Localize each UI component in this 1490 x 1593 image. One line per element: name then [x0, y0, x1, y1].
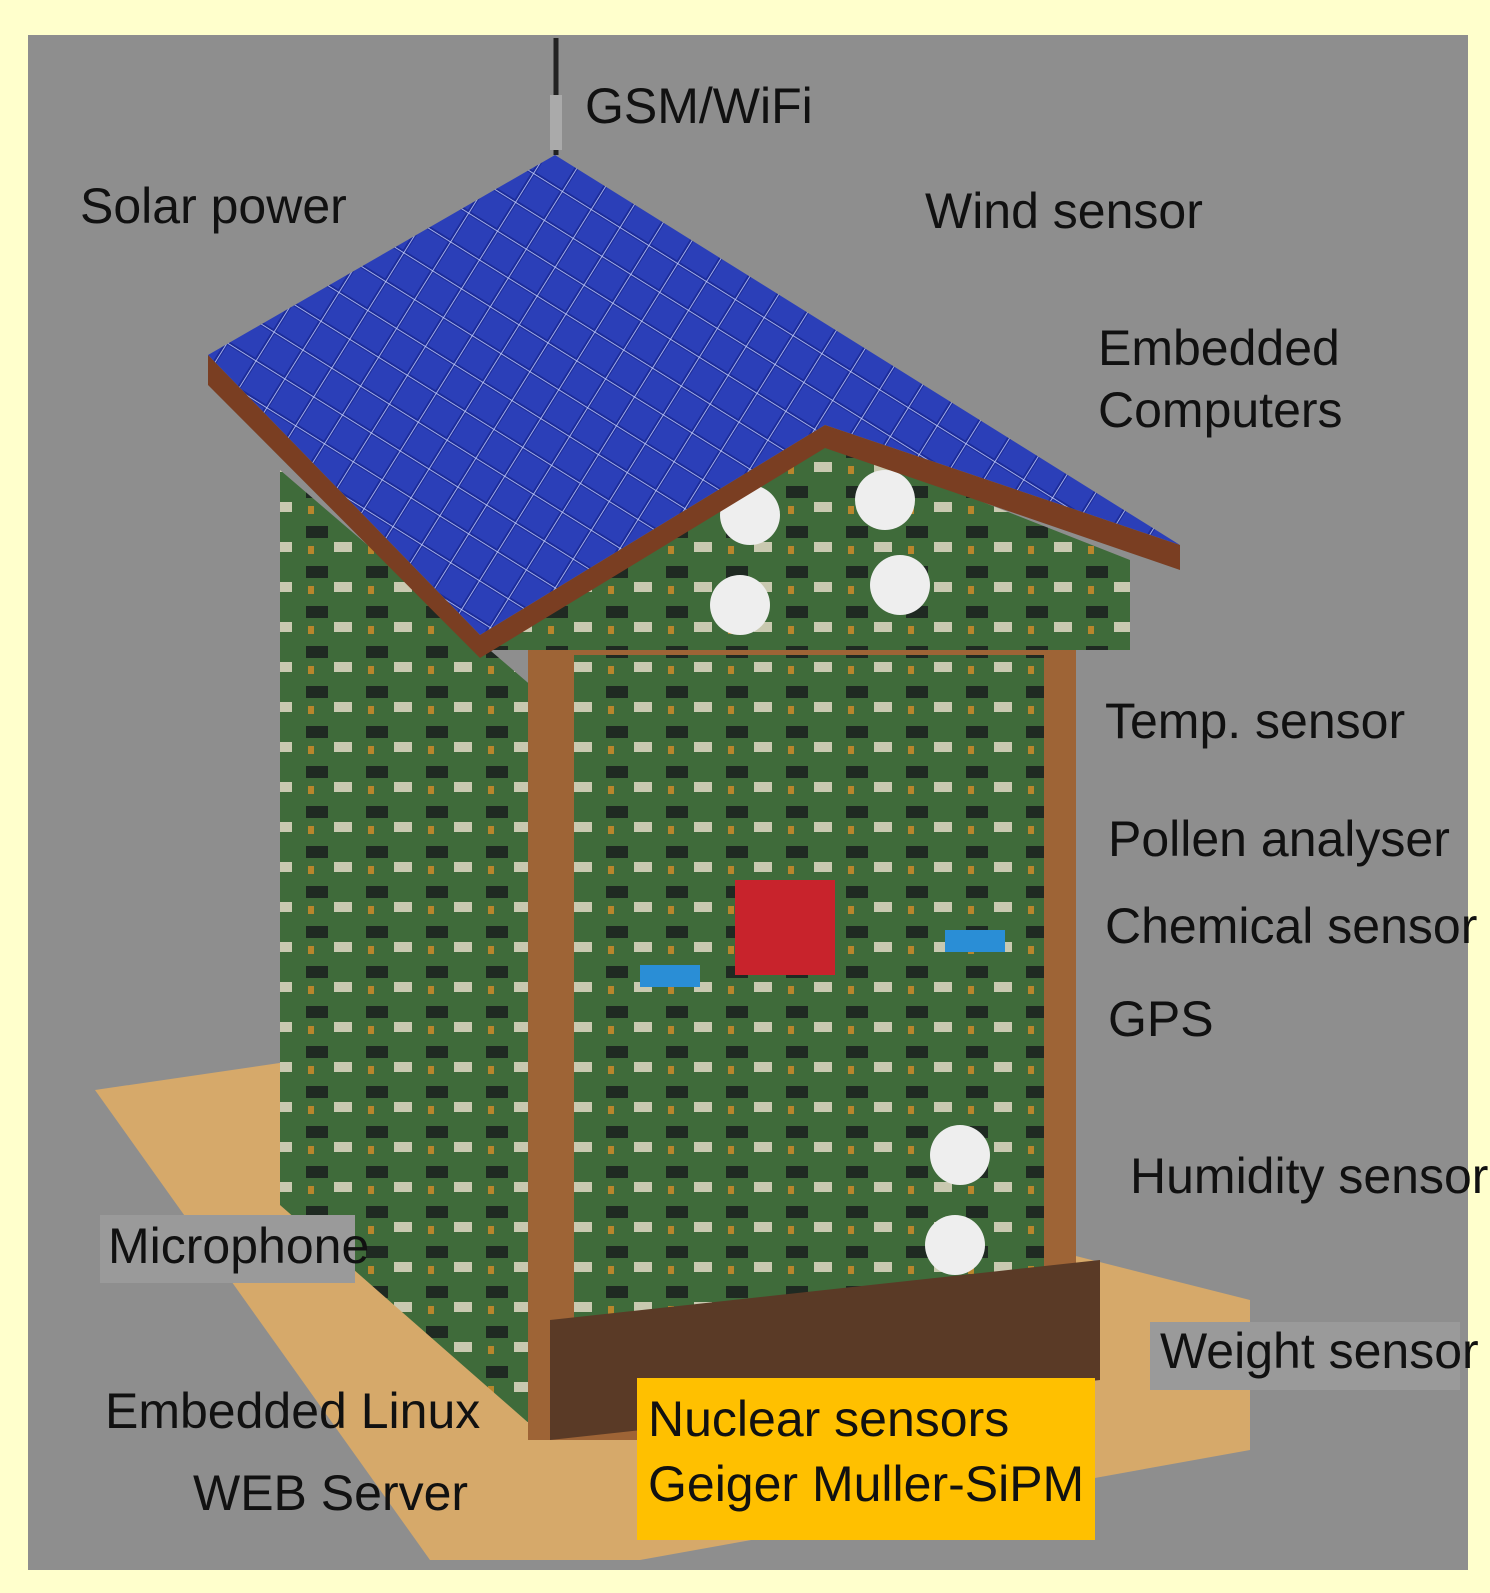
- label: Nuclear sensors: [648, 1391, 1009, 1447]
- red-chip: [735, 880, 835, 975]
- label: Geiger Muller-SiPM: [648, 1456, 1084, 1512]
- label: Computers: [1098, 382, 1343, 438]
- diagram: GSM/WiFi Solar power Wind sensor Embedde…: [0, 0, 1490, 1593]
- antenna-base: [550, 95, 562, 150]
- label: Embedded Linux: [105, 1383, 480, 1439]
- label: Pollen analyser: [1108, 811, 1450, 867]
- fan: [710, 575, 770, 635]
- page: GSM/WiFi Solar power Wind sensor Embedde…: [0, 0, 1490, 1593]
- fan: [925, 1215, 985, 1275]
- fan: [930, 1125, 990, 1185]
- label: GPS: [1108, 991, 1214, 1047]
- label: GSM/WiFi: [585, 78, 813, 134]
- fan: [855, 470, 915, 530]
- connector: [640, 965, 700, 987]
- fan: [870, 555, 930, 615]
- label: Weight sensor: [1160, 1323, 1479, 1379]
- label: Humidity sensor: [1130, 1148, 1488, 1204]
- connector: [945, 930, 1005, 952]
- label: Temp. sensor: [1105, 693, 1405, 749]
- label: Wind sensor: [925, 183, 1203, 239]
- label: Embedded: [1098, 320, 1340, 376]
- label: Chemical sensor: [1105, 898, 1477, 954]
- label: WEB Server: [193, 1465, 468, 1521]
- label: Solar power: [80, 178, 347, 234]
- label: Microphone: [108, 1218, 369, 1274]
